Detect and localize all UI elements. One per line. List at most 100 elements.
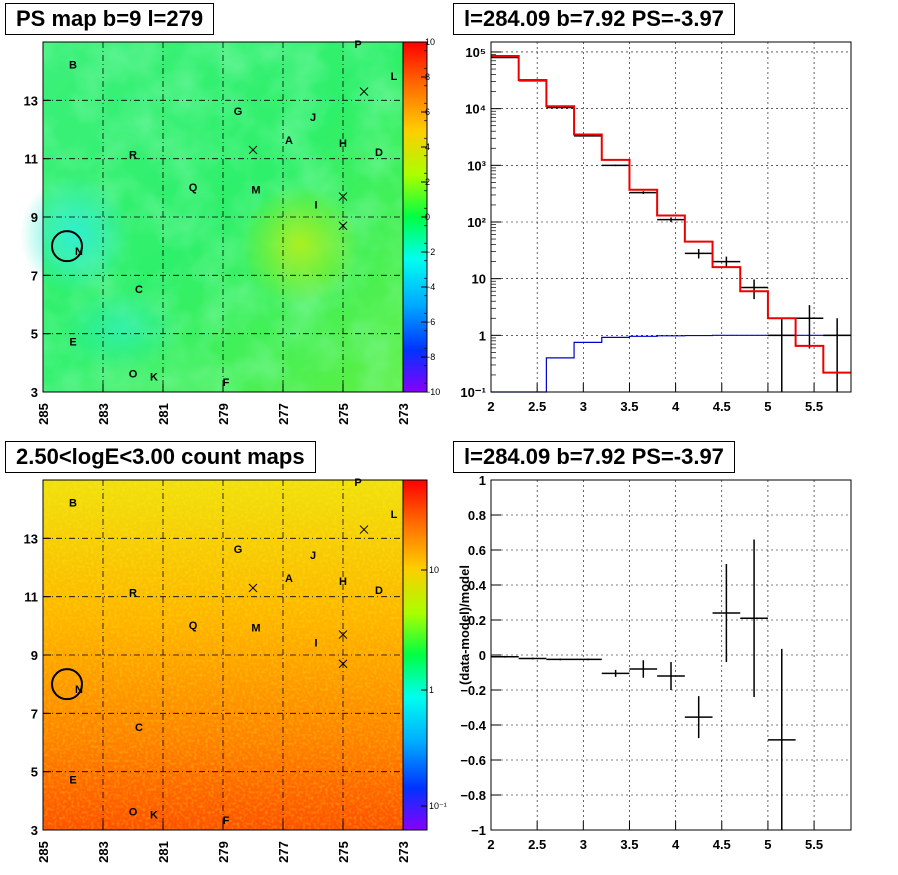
map-tick-label-y: 7 bbox=[31, 268, 38, 283]
source-cross-marker bbox=[338, 192, 348, 201]
spectrum-tick-label-x: 2.5 bbox=[528, 399, 546, 414]
colorbar-tick-label: −2 bbox=[425, 247, 435, 257]
source-label: G bbox=[234, 544, 243, 556]
source-label: F bbox=[223, 815, 230, 827]
ps-map-sources: P B L G J A H D R Q M I N C E O K F bbox=[51, 39, 398, 389]
source-cross-marker bbox=[338, 630, 348, 639]
map-tick-label-x: 277 bbox=[276, 403, 291, 425]
colorbar-tick-label: −10 bbox=[425, 387, 440, 397]
source-label: M bbox=[251, 185, 260, 197]
residual-tick-label-y: −0.2 bbox=[460, 683, 486, 698]
map-frame bbox=[42, 41, 404, 393]
source-label: Q bbox=[189, 182, 198, 194]
count-map-title: 2.50<logE<3.00 count maps bbox=[5, 441, 316, 473]
ps-map-axes: 285 283 281 279 277 275 273 3 5 7 9 11 13 bbox=[24, 41, 411, 425]
map-tick-label-y: 13 bbox=[24, 531, 38, 546]
residual-tick-label-y: −0.4 bbox=[460, 718, 486, 733]
source-label: J bbox=[310, 550, 316, 562]
source-cross-marker bbox=[359, 87, 369, 96]
map-tick-label-x: 275 bbox=[336, 403, 351, 425]
colorbar-tick-label: 2 bbox=[425, 177, 430, 187]
residual-tick-label-y: 0.6 bbox=[468, 543, 486, 558]
spectrum-title: l=284.09 b=7.92 PS=-3.97 bbox=[453, 3, 735, 35]
source-label: I bbox=[314, 637, 317, 649]
ps-map-title: PS map b=9 l=279 bbox=[5, 3, 215, 35]
source-label: E bbox=[69, 336, 76, 348]
source-label: E bbox=[69, 774, 76, 786]
spectrum-tick-label-y: 1 bbox=[479, 328, 486, 343]
source-label: K bbox=[150, 809, 158, 821]
source-label: G bbox=[234, 106, 243, 118]
residual-tick-label-y: −1 bbox=[471, 823, 486, 838]
source-label: Q bbox=[189, 620, 198, 632]
source-label: K bbox=[150, 371, 158, 383]
colorbar-tick-label: 10⁻¹ bbox=[429, 801, 447, 811]
source-cross-marker bbox=[248, 583, 258, 593]
source-label: D bbox=[375, 585, 383, 597]
source-label: O bbox=[129, 368, 138, 380]
colorbar-tick-label: −6 bbox=[425, 317, 435, 327]
map-tick-label-x: 277 bbox=[276, 841, 291, 863]
spectrum-frame bbox=[490, 41, 852, 393]
residual-tick-label-x: 5.5 bbox=[805, 837, 823, 852]
spectrum-frame-border bbox=[490, 41, 852, 393]
residual-frame-border bbox=[490, 479, 852, 831]
source-label: B bbox=[69, 497, 77, 509]
map-tick-label-y: 5 bbox=[31, 765, 38, 780]
source-cross-marker bbox=[338, 221, 348, 231]
residual-tick-label-y: −0.6 bbox=[460, 753, 486, 768]
residual-ylabel: (data-model)/model bbox=[457, 565, 472, 685]
residual-tick-label-y: 0 bbox=[479, 648, 486, 663]
source-label: C bbox=[135, 722, 143, 734]
source-label: P bbox=[354, 39, 361, 51]
colorbar-tick-label: −4 bbox=[425, 282, 435, 292]
colorbar-tick-label: 10 bbox=[425, 37, 435, 47]
model-background-line bbox=[491, 334, 851, 393]
count-map-grid bbox=[43, 480, 403, 830]
source-label: R bbox=[129, 150, 137, 162]
map-tick-label-y: 13 bbox=[24, 93, 38, 108]
residual-tick-label-y: −0.8 bbox=[460, 788, 486, 803]
source-label: N bbox=[75, 684, 83, 696]
residual-tick-label-x: 3 bbox=[580, 837, 587, 852]
residual-tick-label-x: 2 bbox=[487, 837, 494, 852]
source-label: C bbox=[135, 284, 143, 296]
map-tick-label-x: 285 bbox=[36, 841, 51, 863]
map-tick-label-x: 285 bbox=[36, 403, 51, 425]
model-total-line bbox=[491, 54, 851, 374]
source-label: L bbox=[391, 509, 398, 521]
source-label: F bbox=[223, 377, 230, 389]
residual-tick-label-y: 1 bbox=[479, 473, 486, 488]
source-label: A bbox=[285, 135, 293, 147]
source-cross-marker bbox=[248, 145, 258, 155]
spectrum-tick-label-y: 10⁴ bbox=[465, 102, 486, 117]
map-tick-label-x: 281 bbox=[156, 841, 171, 863]
spectrum-tick-label-y: 10 bbox=[472, 272, 486, 287]
source-label: A bbox=[285, 573, 293, 585]
spectrum-tick-label-x: 5.5 bbox=[805, 399, 823, 414]
source-label: B bbox=[69, 59, 77, 71]
map-tick-label-x: 275 bbox=[336, 841, 351, 863]
colorbar-tick-label: 10 bbox=[429, 565, 439, 575]
spectrum-tick-label-x: 3 bbox=[580, 399, 587, 414]
map-tick-label-x: 273 bbox=[396, 841, 411, 863]
spectrum-tick-label-x: 2 bbox=[487, 399, 494, 414]
colorbar-tick-label: 6 bbox=[425, 107, 430, 117]
count-map-axes: 285 283 281 279 277 275 273 3 5 7 9 11 13 bbox=[24, 479, 411, 863]
ps-map-yellow-region bbox=[240, 185, 360, 305]
colorbar-tick-label: 4 bbox=[425, 142, 430, 152]
residual-panel: 2 2.5 3 3.5 4 4.5 5 5.5 1 0.8 0.6 0.4 0.2 0 −0.2 −0.4 −0… bbox=[457, 473, 852, 852]
residual-tick-label-x: 3.5 bbox=[620, 837, 638, 852]
spectrum-tick-label-x: 3.5 bbox=[620, 399, 638, 414]
colorbar-tick-label: 1 bbox=[429, 685, 434, 695]
residual-tick-label-x: 4 bbox=[672, 837, 680, 852]
source-cross-marker bbox=[338, 659, 348, 669]
map-tick-label-x: 283 bbox=[96, 841, 111, 863]
map-tick-label-y: 11 bbox=[24, 152, 38, 167]
map-tick-label-y: 11 bbox=[24, 590, 38, 605]
map-tick-label-x: 273 bbox=[396, 403, 411, 425]
residual-plot bbox=[491, 539, 796, 830]
colorbar-tick-label: 8 bbox=[425, 72, 430, 82]
